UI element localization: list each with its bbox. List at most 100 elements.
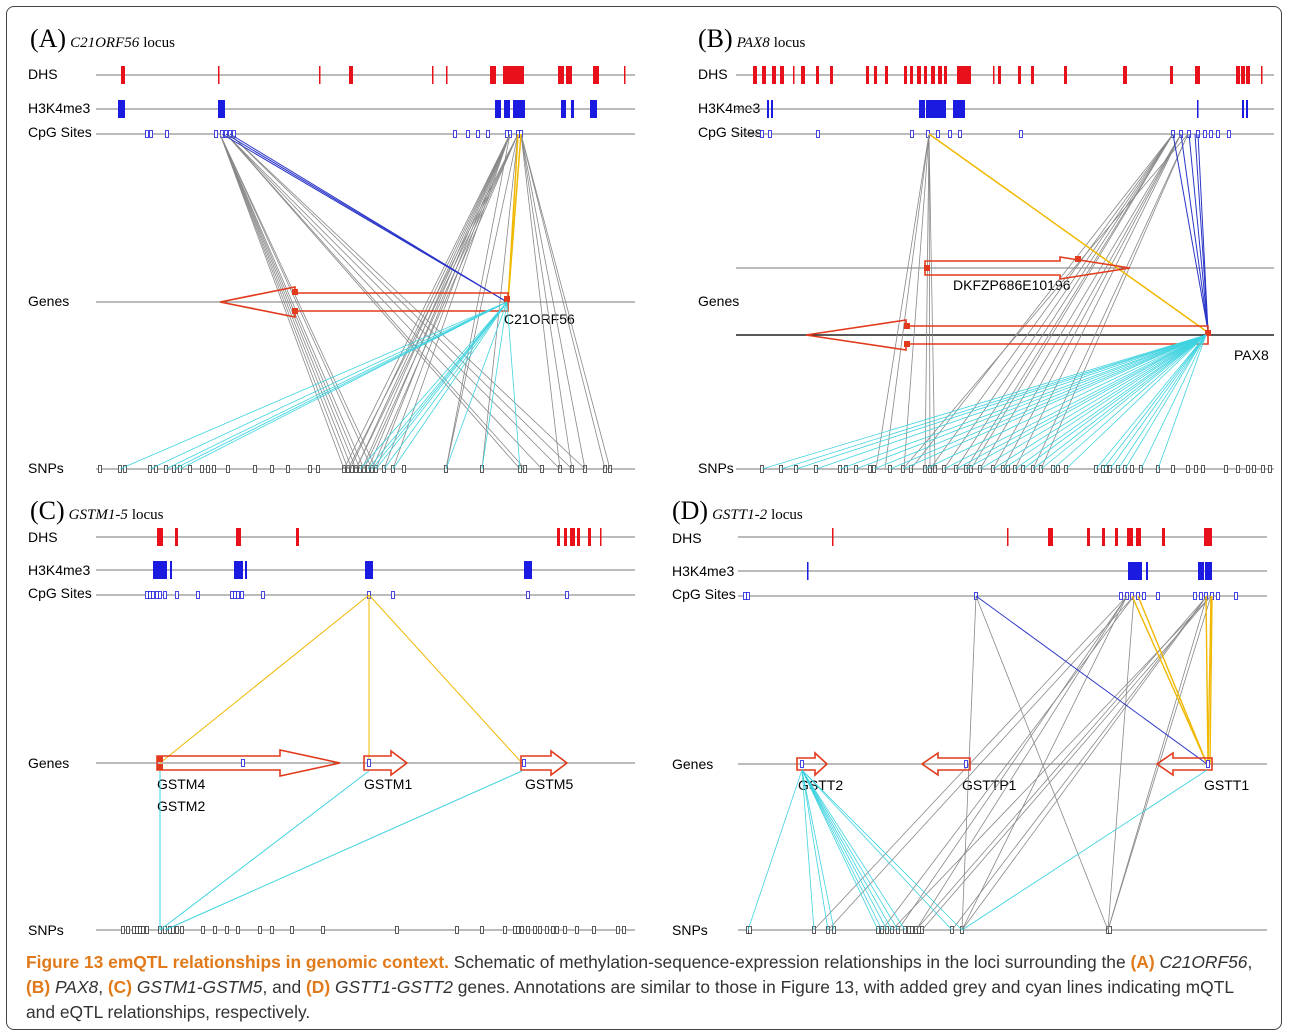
eqtl-link <box>873 334 1207 470</box>
mqtl-link <box>347 133 519 470</box>
mqtl-link <box>1032 133 1189 470</box>
track-label-dhs: DHS <box>28 529 58 545</box>
snp-marker <box>538 926 542 934</box>
mqtl-link <box>929 133 1174 470</box>
eqtl-link <box>992 334 1207 470</box>
cpg-site <box>151 591 155 599</box>
snp-marker <box>175 926 179 934</box>
dhs-peak <box>1115 528 1118 546</box>
cpg-site <box>1206 760 1210 768</box>
eqtl-link <box>955 334 1207 470</box>
panel-b: (B) PAX8 locus DHS H3K4me3 CpG Sites Gen… <box>678 24 1278 478</box>
snp-marker <box>321 926 325 934</box>
mqtl-link <box>343 133 511 470</box>
gene-label: GSTM1 <box>364 776 413 792</box>
cpg-site <box>391 591 395 599</box>
panel-letter: (C) <box>30 496 65 525</box>
snp-marker <box>98 465 102 473</box>
cpg-gene-link <box>1172 133 1209 332</box>
track-label-h3k4me3: H3K4me3 <box>672 563 735 579</box>
snp-marker <box>141 926 145 934</box>
panel-title: (A) C21ORF56 locus <box>30 24 175 54</box>
eqtl-link <box>801 769 883 931</box>
h3k4me3-peak <box>1198 562 1204 580</box>
h3k4me3-peak <box>807 562 809 580</box>
snp-marker <box>180 926 184 934</box>
eqtl-link <box>801 769 815 931</box>
snp-marker <box>907 926 911 934</box>
snp-marker <box>225 926 229 934</box>
eqtl-link <box>1157 334 1207 470</box>
eqtl-link <box>965 334 1207 470</box>
tss-marker <box>1205 330 1211 336</box>
eqtl-link <box>173 301 508 470</box>
panel-c-tracks <box>96 528 635 934</box>
mqtl-link <box>910 133 1174 470</box>
cpg-site <box>175 591 179 599</box>
snp-marker <box>868 465 872 473</box>
cpg-site <box>149 130 153 138</box>
mqtl-link <box>520 133 573 470</box>
snp-marker <box>526 926 530 934</box>
h3k4me3-peak <box>365 561 373 579</box>
mqtl-link <box>827 595 1135 931</box>
gene-arrow <box>156 749 341 777</box>
cpg-site <box>476 130 480 138</box>
dhs-peak <box>910 66 913 84</box>
h3k4me3-peak <box>919 100 925 118</box>
snp-marker <box>253 465 257 473</box>
tss-marker <box>924 265 930 271</box>
dhs-peak <box>566 66 572 84</box>
cpg-site <box>948 130 952 138</box>
dhs-peak <box>832 528 834 546</box>
caption-a-gene: C21ORF56 <box>1159 952 1248 972</box>
mqtl-link <box>915 595 1128 931</box>
h3k4me3-peak <box>524 561 532 579</box>
dhs-peak <box>957 66 971 84</box>
mqtl-link <box>902 133 1189 470</box>
eqtl-link <box>179 301 508 470</box>
dhs-peak <box>558 66 564 84</box>
meqtl-link <box>507 133 522 303</box>
cpg-site <box>165 130 169 138</box>
snp-marker <box>551 926 555 934</box>
dhs-peak <box>816 66 819 84</box>
h3k4me3-peak <box>218 100 225 118</box>
dhs-peak <box>793 66 795 84</box>
mqtl-link <box>520 133 586 470</box>
dhs-peak <box>1018 66 1021 84</box>
h3k4me3-peak <box>234 561 243 579</box>
snp-marker <box>1194 465 1198 473</box>
cpg-gene-link <box>1197 133 1209 332</box>
mqtl-link <box>961 595 977 931</box>
tss-marker <box>292 308 298 314</box>
cpg-site <box>1199 592 1203 600</box>
tss-marker <box>157 756 163 762</box>
caption-d-label: (D) <box>306 977 331 997</box>
cpg-site <box>936 130 940 138</box>
mqtl-link <box>219 133 361 470</box>
dhs-peak <box>1246 66 1250 84</box>
track-label-genes: Genes <box>672 756 714 772</box>
dhs-peak <box>1031 66 1034 84</box>
mqtl-link <box>1040 133 1189 470</box>
panel-gene: PAX8 <box>736 35 770 51</box>
tss-marker <box>904 323 910 329</box>
eqtl-link <box>371 301 508 470</box>
mqtl-link <box>970 133 1174 470</box>
eqtl-link <box>1040 334 1207 470</box>
dhs-peak <box>593 66 599 84</box>
panel-letter: (A) <box>30 24 67 53</box>
panel-locus: locus <box>143 35 175 51</box>
snp-marker <box>1261 465 1265 473</box>
panel-gene: GSTT1-2 <box>712 507 768 523</box>
snp-marker <box>123 465 127 473</box>
cpg-site <box>261 591 265 599</box>
h3k4me3-peak <box>571 100 574 118</box>
panel-letter: (B) <box>698 24 733 53</box>
caption-c-label: (C) <box>107 977 133 997</box>
dhs-peak <box>588 528 591 546</box>
eqtl-link <box>855 334 1207 470</box>
panel-title: (B) PAX8 locus <box>698 24 805 54</box>
snp-marker <box>395 926 399 934</box>
